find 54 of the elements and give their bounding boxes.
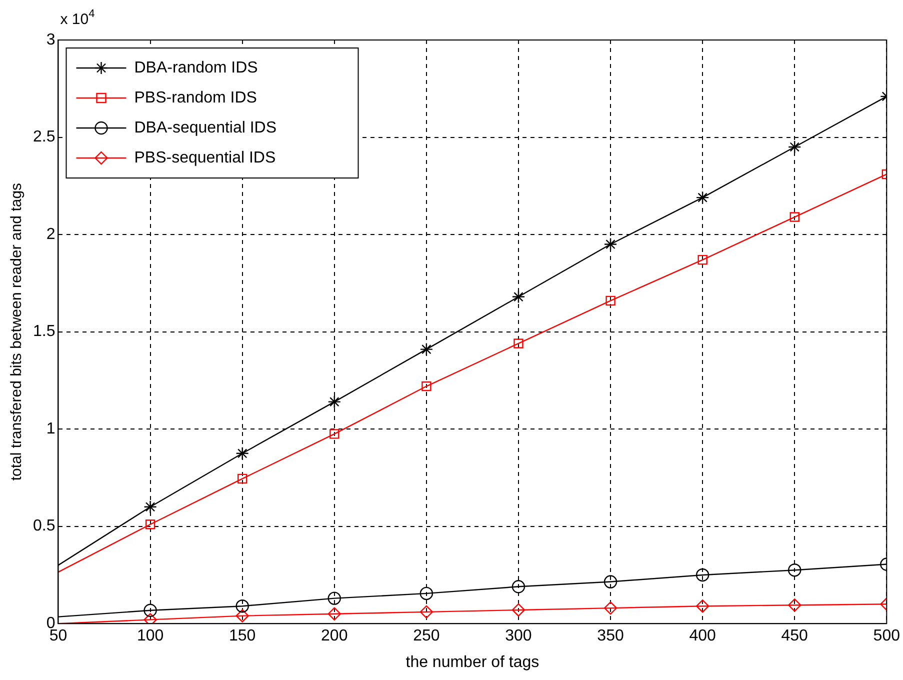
legend-label: DBA-sequential IDS — [134, 119, 277, 136]
point — [606, 296, 616, 306]
point — [330, 429, 340, 439]
y-tick-label: 3 — [46, 31, 56, 48]
point — [144, 613, 157, 624]
point — [514, 338, 524, 348]
point — [144, 604, 157, 617]
y-tick-label: 1.5 — [32, 323, 56, 340]
y-axis-title: total transfered bits between reader and tags — [8, 182, 26, 481]
point — [788, 140, 802, 154]
point — [696, 568, 710, 582]
point — [696, 599, 710, 613]
point — [236, 446, 249, 460]
x-tick-label: 200 — [321, 628, 348, 645]
point — [512, 580, 526, 594]
x-tick-label: 400 — [689, 628, 716, 645]
x-tick-label: 100 — [136, 628, 164, 645]
point — [422, 381, 432, 392]
point — [788, 598, 802, 612]
point — [328, 395, 341, 408]
point — [237, 474, 248, 484]
x-tick-label: 150 — [228, 628, 256, 645]
x-tick-label: 500 — [873, 628, 900, 645]
legend-label: DBA-random IDS — [134, 59, 258, 76]
point — [788, 564, 802, 577]
x-tick-label: 300 — [505, 628, 532, 645]
point — [696, 190, 710, 204]
x-tick-label: 450 — [781, 628, 808, 645]
x-axis-title: the number of tags — [406, 654, 540, 671]
y-tick-label: 0.5 — [32, 518, 56, 535]
point — [604, 601, 618, 615]
point — [328, 607, 341, 620]
point — [328, 592, 341, 605]
x-tick-label: 350 — [597, 628, 624, 645]
y-tick-label: 1 — [46, 420, 56, 438]
legend-label: PBS-random IDS — [134, 89, 257, 106]
point — [604, 575, 618, 588]
y-tick-label: 2.5 — [32, 128, 56, 146]
point — [604, 238, 618, 251]
point — [420, 342, 434, 356]
legend-label: PBS-sequential IDS — [134, 149, 276, 166]
point — [420, 586, 434, 600]
point — [145, 520, 156, 530]
point — [512, 290, 526, 304]
point — [790, 212, 800, 222]
point — [236, 599, 249, 613]
y-tick-label: 2 — [46, 226, 56, 243]
x-tick-label: 250 — [413, 628, 440, 645]
point — [420, 605, 434, 619]
point — [236, 609, 249, 622]
point — [698, 254, 708, 265]
point — [512, 603, 526, 617]
x-tick-label: 50 — [49, 628, 68, 645]
point — [144, 500, 157, 514]
